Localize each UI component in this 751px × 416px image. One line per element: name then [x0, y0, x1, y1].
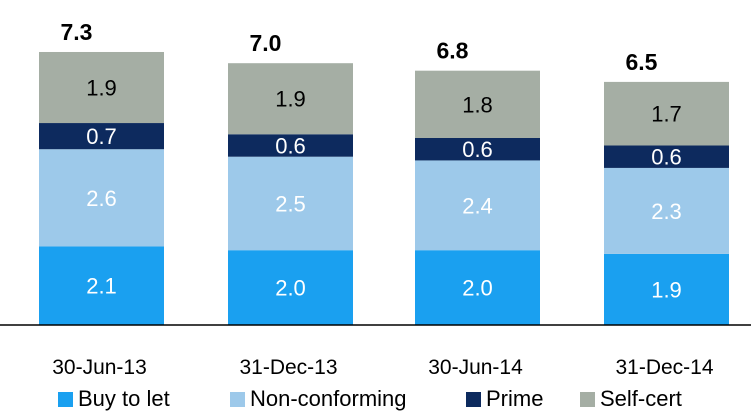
data-label: 1.8 — [462, 92, 493, 117]
bar-segment-buy-to-let-1 — [228, 250, 353, 325]
bar-segment-self-cert-3 — [604, 81, 729, 146]
legend-swatch — [580, 391, 595, 407]
legend-label: Non-conforming — [250, 386, 407, 411]
data-label: 0.6 — [651, 145, 682, 170]
legend-swatch — [58, 391, 73, 407]
data-label: 0.7 — [86, 124, 117, 149]
total-label: 6.8 — [437, 38, 469, 64]
bar-segment-prime-2 — [415, 138, 540, 161]
bar-segment-prime-3 — [604, 145, 729, 168]
legend-item: Non-conforming — [230, 386, 407, 412]
stacked-bar-chart: 2.1 2.6 0.7 1.9 7.3 30-Jun-13 2.0 2.5 0.6 1.9 7.0 3… — [0, 19, 751, 379]
data-label: 2.3 — [651, 199, 682, 224]
bar-segment-self-cert-0 — [39, 51, 164, 124]
data-label: 1.9 — [86, 76, 117, 101]
bar-segment-non-conforming-2 — [415, 160, 540, 251]
bar-segment-non-conforming-3 — [604, 167, 729, 254]
total-label: 7.3 — [61, 19, 93, 45]
bar-segment-self-cert-2 — [415, 70, 540, 138]
bar-segment-non-conforming-0 — [39, 149, 164, 247]
bar-segment-prime-1 — [228, 134, 353, 157]
data-label: 2.0 — [462, 276, 493, 301]
legend-swatch — [466, 391, 481, 407]
data-label: 2.1 — [86, 274, 117, 299]
data-label: 0.6 — [462, 137, 493, 162]
data-label: 2.5 — [275, 191, 306, 216]
legend-swatch — [230, 391, 245, 407]
bar-segment-buy-to-let-2 — [415, 250, 540, 325]
bar-segment-prime-0 — [39, 123, 164, 150]
data-label: 1.9 — [651, 277, 682, 302]
legend-item: Buy to let — [58, 386, 170, 412]
total-label: 7.0 — [250, 30, 282, 56]
x-tick-label: 31-Dec-14 — [615, 356, 713, 379]
bar-segment-non-conforming-1 — [228, 156, 353, 251]
data-label: 2.0 — [275, 276, 306, 301]
labels-group: 2.1 2.6 0.7 1.9 7.3 30-Jun-13 2.0 2.5 0.6 1.9 7.0 3… — [52, 19, 714, 379]
legend-label: Prime — [486, 386, 544, 411]
bar-segment-buy-to-let-3 — [604, 253, 729, 325]
bar-segment-self-cert-1 — [228, 63, 353, 135]
legend-label: Buy to let — [78, 386, 170, 411]
x-tick-label: 30-Jun-13 — [52, 356, 147, 379]
total-label: 6.5 — [626, 49, 658, 75]
data-label: 0.6 — [275, 133, 306, 158]
data-label: 2.4 — [462, 193, 493, 218]
legend-item: Prime — [466, 386, 543, 412]
data-label: 1.9 — [275, 87, 306, 112]
legend-label: Self-cert — [600, 386, 682, 411]
x-tick-label: 30-Jun-14 — [428, 356, 523, 379]
bar-segment-buy-to-let-0 — [39, 246, 164, 325]
data-label: 1.7 — [651, 102, 682, 127]
legend: Buy to let Non-conforming Prime Self-cert — [0, 386, 751, 416]
x-tick-label: 31-Dec-13 — [239, 356, 337, 379]
data-label: 2.6 — [86, 186, 117, 211]
legend-item: Self-cert — [580, 386, 682, 412]
bars-group — [39, 51, 729, 325]
